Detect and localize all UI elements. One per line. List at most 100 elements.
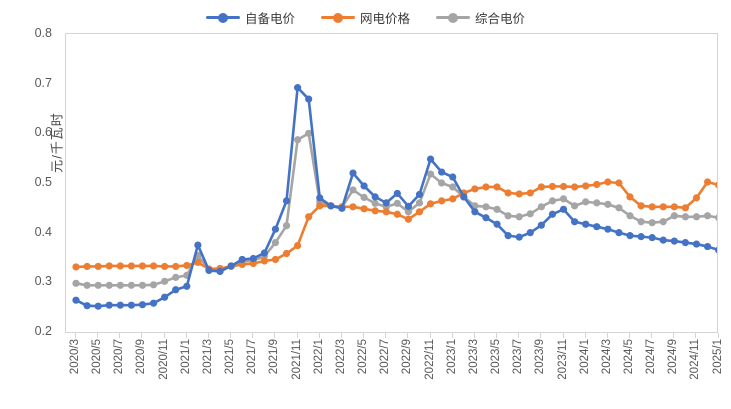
data-point: [681, 238, 690, 247]
data-point: [493, 183, 501, 191]
legend-item-self-supply[interactable]: 自备电价: [205, 8, 295, 27]
x-tick-mark: [496, 333, 498, 338]
data-point: [482, 214, 490, 222]
data-point: [438, 168, 446, 176]
x-tick-mark: [119, 333, 121, 338]
data-point: [249, 259, 257, 268]
data-point: [659, 203, 667, 211]
x-tick-label: 2020/9: [135, 339, 148, 375]
data-point: [83, 281, 91, 289]
data-point: [161, 262, 169, 271]
x-tick-label: 2024/1: [578, 339, 591, 375]
data-point: [404, 208, 412, 216]
data-point: [681, 204, 690, 212]
x-tick-mark: [429, 333, 431, 338]
data-point: [316, 194, 324, 202]
data-point: [227, 262, 235, 270]
y-tick-label: 0.2: [34, 324, 52, 338]
data-point: [526, 189, 534, 197]
data-point: [72, 296, 80, 304]
data-point: [670, 212, 678, 220]
data-point: [194, 258, 202, 267]
data-point: [681, 213, 690, 221]
legend-item-comprehensive[interactable]: 综合电价: [436, 8, 525, 27]
x-tick-label: 2023/3: [467, 339, 480, 375]
x-tick-label: 2021/7: [246, 339, 259, 375]
legend-label-comprehensive: 综合电价: [475, 11, 526, 26]
data-point: [94, 281, 102, 289]
data-point: [715, 181, 717, 189]
data-point: [670, 237, 678, 245]
x-tick-label: 2020/3: [69, 339, 81, 375]
plot-area: [65, 33, 718, 333]
x-tick-mark: [207, 333, 209, 338]
data-point: [537, 203, 545, 211]
data-point: [72, 279, 80, 287]
x-tick-label: 2024/7: [645, 339, 658, 375]
data-point: [382, 199, 390, 207]
x-tick-label: 2020/5: [91, 339, 104, 375]
data-point: [116, 281, 124, 289]
y-axis: 元/千瓦时 0.8 0.7 0.6 0.5 0.4 0.3 0.2: [0, 0, 65, 409]
data-point: [83, 302, 91, 310]
series-comprehensive: [72, 129, 717, 289]
x-tick-mark: [141, 333, 143, 338]
x-tick-label: 2020/11: [157, 339, 170, 380]
x-tick-label: 2022/1: [312, 339, 325, 375]
data-point: [504, 212, 512, 220]
data-point: [438, 197, 446, 205]
data-point: [172, 273, 180, 281]
data-point: [72, 263, 80, 271]
data-point: [127, 262, 135, 270]
data-point: [305, 213, 313, 221]
data-point: [382, 208, 390, 216]
data-point: [404, 215, 412, 223]
x-tick-mark: [473, 333, 475, 338]
data-point: [537, 221, 545, 229]
data-point: [515, 213, 523, 221]
data-point: [515, 233, 523, 241]
data-point: [294, 241, 302, 250]
data-point: [559, 205, 568, 213]
data-point: [438, 179, 446, 187]
data-point: [282, 249, 291, 258]
x-tick-mark: [540, 333, 542, 338]
data-point: [327, 202, 335, 210]
data-point: [692, 194, 701, 202]
data-point: [703, 242, 712, 251]
data-point: [504, 189, 512, 197]
x-tick-mark: [518, 333, 520, 338]
data-point: [615, 179, 623, 187]
data-point: [294, 136, 302, 144]
data-point: [393, 210, 401, 218]
data-point: [504, 232, 512, 240]
x-tick-label: 2023/5: [490, 339, 503, 375]
x-tick-label: 2024/5: [623, 339, 635, 375]
data-point: [149, 299, 158, 307]
data-point: [371, 207, 379, 215]
x-tick-mark: [274, 333, 276, 338]
x-tick-mark: [695, 333, 697, 338]
data-point: [205, 266, 213, 275]
data-point: [138, 281, 147, 289]
x-tick-label: 2024/11: [689, 339, 702, 380]
data-point: [715, 214, 717, 221]
x-tick-mark: [185, 333, 187, 338]
data-point: [626, 232, 634, 240]
data-point: [449, 195, 457, 203]
x-tick-mark: [97, 333, 99, 338]
data-point: [626, 193, 634, 201]
data-point: [360, 182, 368, 190]
data-point: [449, 183, 457, 191]
x-tick-mark: [606, 333, 608, 338]
legend-item-grid-price[interactable]: 网电价格: [320, 8, 410, 27]
data-point: [371, 193, 379, 201]
data-point: [615, 229, 623, 237]
chart-legend: 自备电价 网电价格 综合电价: [0, 6, 731, 28]
data-point: [426, 155, 435, 163]
data-point: [238, 255, 246, 264]
x-tick-label: 2022/7: [379, 339, 392, 375]
data-point: [703, 212, 712, 220]
x-tick-label: 2023/1: [445, 339, 458, 375]
